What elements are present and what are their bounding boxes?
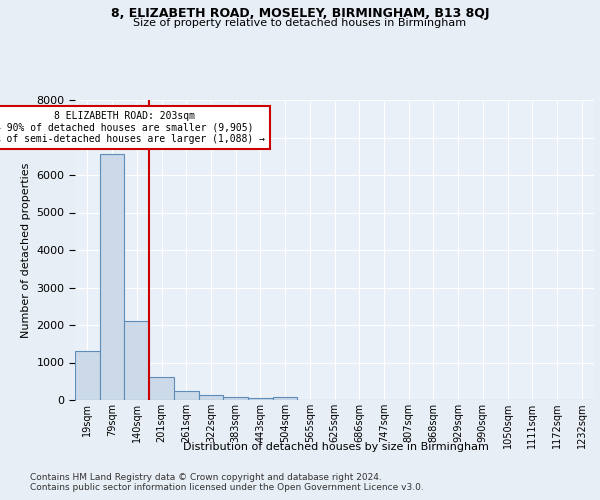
Bar	[223, 396, 248, 400]
Bar	[100, 154, 124, 400]
Bar	[149, 377, 174, 400]
Bar	[273, 398, 298, 400]
Text: 8, ELIZABETH ROAD, MOSELEY, BIRMINGHAM, B13 8QJ: 8, ELIZABETH ROAD, MOSELEY, BIRMINGHAM, …	[111, 8, 489, 20]
Y-axis label: Number of detached properties: Number of detached properties	[21, 162, 31, 338]
Bar	[75, 351, 100, 400]
Text: Distribution of detached houses by size in Birmingham: Distribution of detached houses by size …	[183, 442, 489, 452]
Text: 8 ELIZABETH ROAD: 203sqm
← 90% of detached houses are smaller (9,905)
10% of sem: 8 ELIZABETH ROAD: 203sqm ← 90% of detach…	[0, 112, 265, 144]
Text: Contains public sector information licensed under the Open Government Licence v3: Contains public sector information licen…	[30, 484, 424, 492]
Text: Contains HM Land Registry data © Crown copyright and database right 2024.: Contains HM Land Registry data © Crown c…	[30, 472, 382, 482]
Bar	[199, 395, 223, 400]
Text: Size of property relative to detached houses in Birmingham: Size of property relative to detached ho…	[133, 18, 467, 28]
Bar	[124, 322, 149, 400]
Bar	[248, 398, 273, 400]
Bar	[174, 390, 199, 400]
